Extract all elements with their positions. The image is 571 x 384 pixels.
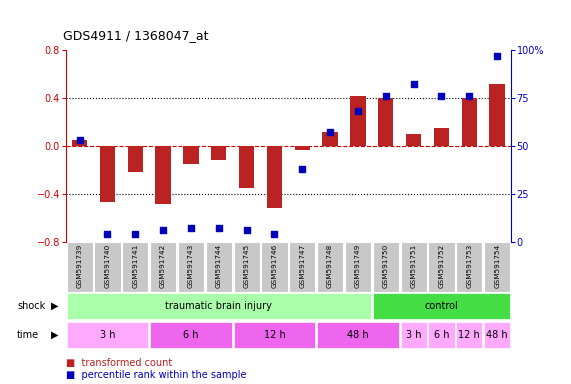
Bar: [323, 132, 338, 146]
Bar: [211, 146, 227, 161]
Text: GSM591740: GSM591740: [104, 243, 110, 288]
Text: GSM591752: GSM591752: [439, 243, 444, 288]
Text: control: control: [425, 301, 459, 311]
Point: [493, 53, 502, 59]
Bar: [267, 146, 282, 209]
Text: GSM591739: GSM591739: [77, 243, 83, 288]
Bar: [66, 293, 371, 319]
Bar: [373, 242, 399, 292]
Text: ▶: ▶: [51, 330, 59, 340]
Bar: [100, 146, 115, 202]
Text: ■  percentile rank within the sample: ■ percentile rank within the sample: [66, 370, 246, 380]
Bar: [262, 242, 288, 292]
Text: 6 h: 6 h: [183, 330, 199, 340]
Bar: [484, 322, 510, 348]
Text: 48 h: 48 h: [347, 330, 369, 340]
Point: [242, 227, 251, 233]
Point: [437, 93, 446, 99]
Bar: [239, 146, 254, 188]
Bar: [295, 146, 310, 149]
Bar: [317, 322, 399, 348]
Text: GSM591749: GSM591749: [355, 243, 361, 288]
Text: GSM591747: GSM591747: [299, 243, 305, 288]
Point: [297, 166, 307, 172]
Bar: [289, 242, 315, 292]
Point: [381, 93, 391, 99]
Text: GSM591741: GSM591741: [132, 243, 138, 288]
Point: [325, 129, 335, 136]
Text: 12 h: 12 h: [459, 330, 480, 340]
Bar: [66, 322, 148, 348]
Bar: [127, 146, 143, 172]
Bar: [155, 146, 171, 204]
Text: GDS4911 / 1368047_at: GDS4911 / 1368047_at: [63, 29, 208, 42]
Text: GSM591753: GSM591753: [467, 243, 472, 288]
Bar: [72, 140, 87, 146]
Bar: [378, 98, 393, 146]
Text: GSM591744: GSM591744: [216, 243, 222, 288]
Text: GSM591751: GSM591751: [411, 243, 417, 288]
Point: [75, 137, 84, 143]
Bar: [234, 242, 260, 292]
Point: [214, 225, 223, 232]
Point: [159, 227, 168, 233]
Text: GSM591743: GSM591743: [188, 243, 194, 288]
Bar: [183, 146, 199, 164]
Bar: [400, 322, 427, 348]
Bar: [150, 242, 176, 292]
Text: ▶: ▶: [51, 301, 59, 311]
Point: [465, 93, 474, 99]
Bar: [345, 242, 371, 292]
Text: GSM591750: GSM591750: [383, 243, 389, 288]
Text: 12 h: 12 h: [264, 330, 286, 340]
Bar: [489, 84, 505, 146]
Text: traumatic brain injury: traumatic brain injury: [166, 301, 272, 311]
Bar: [317, 242, 343, 292]
Text: 6 h: 6 h: [434, 330, 449, 340]
Bar: [484, 242, 510, 292]
Text: 48 h: 48 h: [486, 330, 508, 340]
Text: GSM591745: GSM591745: [244, 243, 250, 288]
Bar: [434, 128, 449, 146]
Bar: [122, 242, 148, 292]
Bar: [461, 98, 477, 146]
Bar: [373, 293, 510, 319]
Bar: [428, 322, 455, 348]
Bar: [428, 242, 455, 292]
Point: [186, 225, 195, 232]
Text: ■  transformed count: ■ transformed count: [66, 358, 172, 368]
Text: GSM591748: GSM591748: [327, 243, 333, 288]
Text: 3 h: 3 h: [100, 330, 115, 340]
Bar: [234, 322, 315, 348]
Bar: [400, 242, 427, 292]
Bar: [206, 242, 232, 292]
Text: 3 h: 3 h: [406, 330, 421, 340]
Bar: [456, 242, 482, 292]
Point: [270, 231, 279, 237]
Point: [131, 231, 140, 237]
Text: GSM591742: GSM591742: [160, 243, 166, 288]
Bar: [66, 242, 93, 292]
Text: shock: shock: [17, 301, 45, 311]
Text: GSM591746: GSM591746: [271, 243, 278, 288]
Bar: [150, 322, 232, 348]
Text: GSM591754: GSM591754: [494, 243, 500, 288]
Point: [409, 81, 418, 88]
Bar: [94, 242, 120, 292]
Bar: [456, 322, 482, 348]
Point: [103, 231, 112, 237]
Bar: [178, 242, 204, 292]
Point: [353, 108, 363, 114]
Bar: [406, 134, 421, 146]
Text: time: time: [17, 330, 39, 340]
Bar: [350, 96, 365, 146]
